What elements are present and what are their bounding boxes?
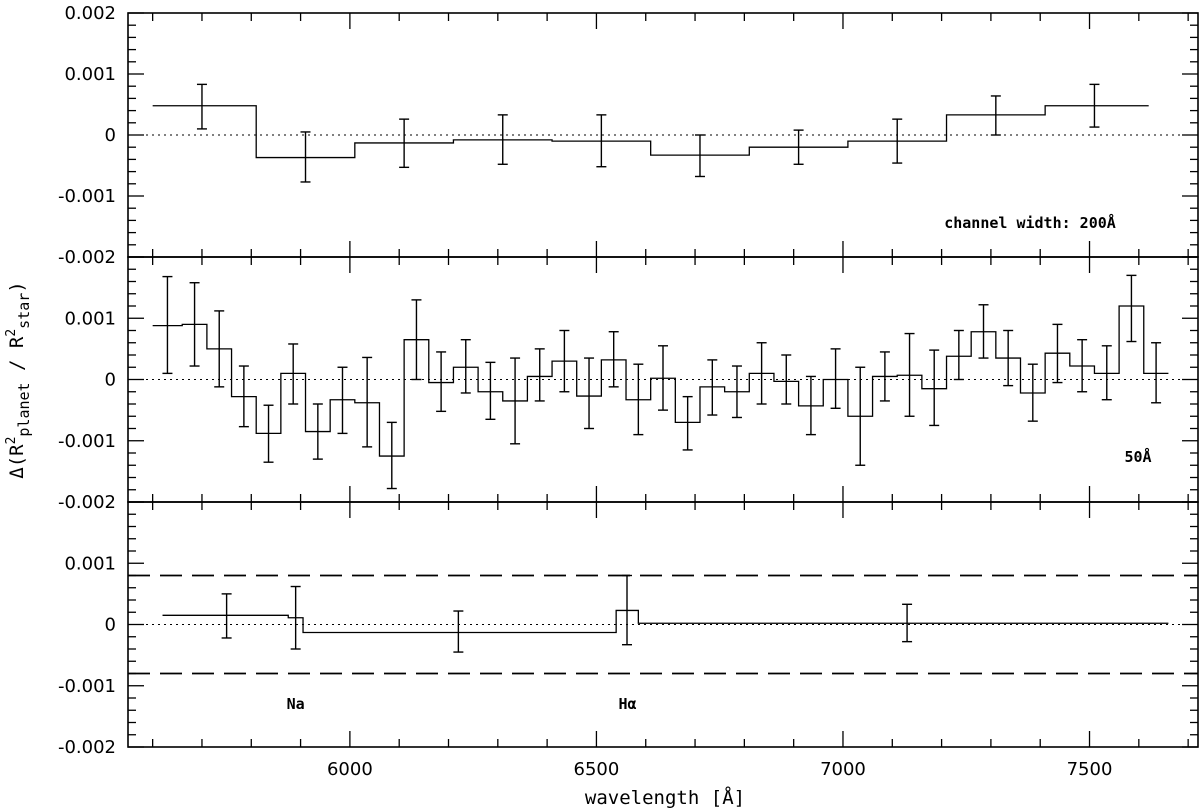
middle-error-bar bbox=[411, 299, 422, 381]
bottom-y-tick-label: -0.002 bbox=[58, 737, 116, 758]
middle-error-bar bbox=[362, 356, 373, 448]
middle-error-bar bbox=[904, 332, 915, 417]
middle-error-bar bbox=[1003, 329, 1014, 387]
middle-error-bar bbox=[731, 365, 742, 419]
bottom-y-tick-label: -0.001 bbox=[58, 676, 116, 697]
middle-step-line bbox=[152, 305, 1169, 457]
middle-error-bar bbox=[953, 329, 964, 381]
y-axis-title-sub2: star bbox=[15, 293, 33, 329]
middle-y-tick-label: 0 bbox=[105, 370, 116, 391]
middle-error-bar bbox=[312, 403, 323, 460]
x-tick-label: 7500 bbox=[1067, 759, 1113, 780]
middle-error-bar bbox=[386, 421, 397, 490]
x-tick-label: 6500 bbox=[574, 759, 620, 780]
middle-error-bar bbox=[162, 275, 173, 375]
middle-error-bar bbox=[978, 304, 989, 359]
middle-error-bar bbox=[830, 348, 841, 409]
middle-error-bar bbox=[633, 363, 644, 436]
top-error-bar bbox=[1089, 83, 1100, 128]
bottom-error-bar bbox=[622, 574, 633, 646]
y-axis-title: Δ(R2planet / R2star) bbox=[4, 281, 33, 479]
top-step-line bbox=[152, 105, 1149, 159]
middle-error-bar bbox=[337, 366, 348, 435]
top-annotation: channel width: 200Å bbox=[944, 213, 1116, 232]
middle-y-tick-label: -0.001 bbox=[58, 431, 116, 452]
middle-error-bar bbox=[707, 359, 718, 416]
middle-error-bar bbox=[805, 375, 816, 436]
top-error-bar bbox=[892, 118, 903, 164]
top-error-bar bbox=[196, 83, 207, 130]
middle-error-bar bbox=[485, 361, 496, 421]
bottom-error-bar bbox=[902, 603, 913, 643]
middle-y-tick-label: -0.002 bbox=[58, 492, 116, 513]
middle-error-bar bbox=[238, 365, 249, 428]
middle-error-bar bbox=[288, 343, 299, 405]
middle-error-bar bbox=[929, 349, 940, 427]
bottom-y-tick-label: 0.001 bbox=[64, 553, 116, 574]
middle-error-bar bbox=[756, 342, 767, 405]
x-axis-title: wavelength [Å] bbox=[585, 786, 745, 809]
middle-error-bar bbox=[189, 282, 200, 367]
middle-error-bar bbox=[1077, 338, 1088, 393]
top-error-bar bbox=[497, 114, 508, 165]
top-error-bar bbox=[694, 134, 705, 178]
middle-error-bar bbox=[510, 357, 521, 445]
middle-error-bar bbox=[682, 395, 693, 451]
middle-error-bar bbox=[460, 338, 471, 394]
y-axis-title-sub1: planet bbox=[15, 382, 33, 436]
middle-error-bar bbox=[584, 357, 595, 430]
top-error-bar bbox=[596, 114, 607, 168]
bottom-step-line bbox=[162, 609, 1169, 634]
bottom-y-tick-label: 0 bbox=[105, 615, 116, 636]
line-label-h: Hα bbox=[618, 695, 636, 713]
y-axis-title-suffix: ) bbox=[6, 281, 28, 292]
panel-bottom-lines: 0.001 0 -0.001 -0.002 Na Hα bbox=[58, 501, 1199, 758]
middle-error-bar bbox=[559, 329, 570, 393]
middle-annotation: 50Å bbox=[1124, 447, 1151, 466]
top-y-tick-label: 0 bbox=[105, 125, 116, 146]
panel-top-200A: 0.002 0.001 0 -0.001 -0.002 channel width: 20… bbox=[58, 3, 1199, 268]
middle-error-bar bbox=[1027, 363, 1038, 422]
top-error-bar bbox=[990, 95, 1001, 136]
middle-error-bar bbox=[534, 348, 545, 402]
line-label-na: Na bbox=[287, 695, 305, 713]
top-y-tick-label: 0.002 bbox=[64, 3, 116, 24]
top-y-tick-label: -0.001 bbox=[58, 186, 116, 207]
x-tick-label: 7000 bbox=[820, 759, 866, 780]
middle-error-bar bbox=[214, 310, 225, 388]
middle-error-bar bbox=[1052, 323, 1063, 384]
top-error-bar bbox=[793, 129, 804, 165]
top-y-tick-label: -0.002 bbox=[58, 247, 116, 268]
middle-error-bar bbox=[855, 366, 866, 466]
bottom-error-bar bbox=[221, 593, 232, 639]
middle-error-bar bbox=[1126, 274, 1137, 343]
panel-middle-50A: 0.001 0 -0.001 -0.002 50Å bbox=[58, 256, 1199, 513]
x-tick-label: 6000 bbox=[327, 759, 373, 780]
bottom-error-bar bbox=[453, 610, 464, 653]
middle-error-bar bbox=[608, 331, 619, 388]
top-error-bar bbox=[300, 131, 311, 183]
middle-error-bar bbox=[781, 354, 792, 405]
top-error-bar bbox=[399, 118, 410, 169]
x-axis: 6000 6500 7000 7500 bbox=[327, 759, 1112, 780]
middle-error-bar bbox=[1151, 342, 1162, 404]
middle-error-bar bbox=[263, 404, 274, 463]
top-y-tick-label: 0.001 bbox=[64, 64, 116, 85]
y-axis-title-prefix: Δ(R bbox=[6, 444, 28, 479]
middle-y-tick-label: 0.001 bbox=[64, 308, 116, 329]
y-axis-title-sup1: 2 bbox=[4, 437, 19, 445]
y-axis-title-sup2: 2 bbox=[4, 329, 19, 337]
middle-error-bar bbox=[658, 345, 668, 411]
middle-error-bar bbox=[1101, 345, 1112, 401]
middle-error-bar bbox=[879, 351, 890, 402]
middle-error-bar bbox=[436, 351, 447, 413]
y-axis-title-mid: / R bbox=[6, 336, 28, 382]
bottom-error-bar bbox=[290, 585, 301, 650]
